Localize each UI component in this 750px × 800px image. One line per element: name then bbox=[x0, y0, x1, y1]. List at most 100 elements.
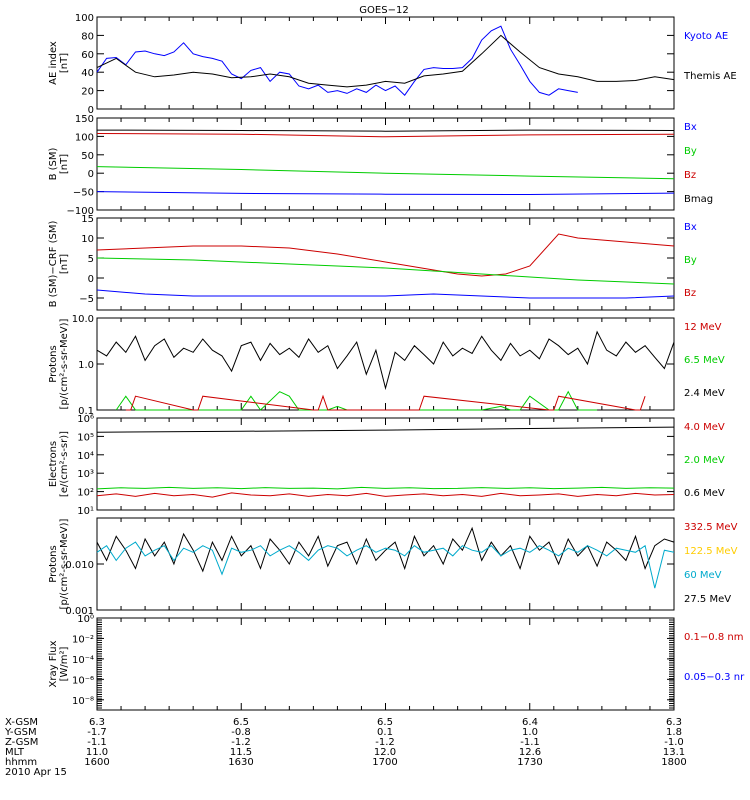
footer-ephemeris: X-GSM 6.3 6.5 6.5 6.4 6.3 Y-GSM -1.7 -0.8 0.1 1.0 1… bbox=[4, 717, 687, 768]
legend-entry: 6.5 MeV bbox=[684, 355, 725, 366]
footer-row-label: hhmm bbox=[5, 757, 37, 768]
series-line-by bbox=[96, 257, 675, 285]
y-tick-label: −100 bbox=[67, 206, 94, 217]
series-line-bx bbox=[96, 289, 675, 299]
footer-value: 6.3 bbox=[89, 717, 105, 728]
y-tick-label: 10¹ bbox=[77, 506, 94, 517]
footer-row-label: X-GSM bbox=[5, 717, 38, 728]
footer-value: -1.2 bbox=[375, 737, 395, 748]
series-line-12-mev bbox=[125, 394, 646, 411]
footer-value: 1730 bbox=[517, 757, 542, 768]
y-tick-label: 0.1 bbox=[78, 406, 94, 417]
y-axis-title-line: [p/(cm²-s-sr-MeV)] bbox=[59, 318, 70, 409]
footer-value: 12.0 bbox=[374, 747, 396, 758]
footer-row-label: Y-GSM bbox=[4, 727, 37, 738]
legend-entry: By bbox=[684, 146, 697, 157]
legend-entry: 2.0 MeV bbox=[684, 455, 725, 466]
footer-value: 6.3 bbox=[666, 717, 682, 728]
panel-frame bbox=[96, 16, 675, 110]
y-tick-label: 10⁴ bbox=[77, 451, 94, 462]
series-line-themis-ae bbox=[96, 34, 675, 88]
legend-entry: 0.6 MeV bbox=[684, 488, 725, 499]
footer-row-label: Z-GSM bbox=[5, 737, 38, 748]
footer-value: -0.8 bbox=[231, 727, 251, 738]
y-axis-title: Protons [p/(cm²-s-sr-MeV)] bbox=[48, 518, 70, 609]
y-axis-title-line: [W/m²] bbox=[59, 646, 70, 681]
y-tick-label: 40 bbox=[81, 68, 94, 79]
y-tick-label: 10⁻⁶ bbox=[72, 675, 94, 686]
footer-value: 6.5 bbox=[377, 717, 393, 728]
panel-7: 10⁻⁸ 10⁻⁶ 10⁻⁴ 10⁻² 10⁰ Xray Flux [W/m²] 0.1−0.… bbox=[48, 614, 745, 711]
footer-value: 12.6 bbox=[519, 747, 541, 758]
y-axis-title-line: [nT] bbox=[59, 254, 70, 274]
series-line-2-0-mev bbox=[96, 486, 675, 490]
y-axis-title-line: [p/(cm²-s-sr-MeV)] bbox=[59, 518, 70, 609]
series-line-by bbox=[96, 166, 675, 180]
y-tick-label: 10⁰ bbox=[77, 614, 94, 625]
y-tick-label: −5 bbox=[79, 294, 94, 305]
footer-value: 1.0 bbox=[522, 727, 538, 738]
y-axis-title-line: B (SM)−CRF (SM) bbox=[48, 220, 59, 307]
footer-value: 1630 bbox=[228, 757, 253, 768]
y-axis-title: Electrons [e/(cm²-s-sr)] bbox=[48, 431, 70, 497]
legend-entry: Themis AE bbox=[683, 71, 737, 82]
y-tick-label: 10⁶ bbox=[77, 414, 94, 425]
y-axis-title: Protons [p/(cm²-s-sr-MeV)] bbox=[48, 318, 70, 409]
series-line-bmag bbox=[96, 129, 675, 132]
y-tick-label: 10⁵ bbox=[77, 432, 94, 443]
y-tick-label: 0 bbox=[88, 169, 94, 180]
footer-value: -1.7 bbox=[87, 727, 107, 738]
y-tick-label: 10⁻² bbox=[72, 634, 94, 645]
footer-value: 13.1 bbox=[663, 747, 685, 758]
y-tick-label: 20 bbox=[81, 87, 94, 98]
legend-entry: 0.05−0.3 nr bbox=[684, 672, 745, 683]
y-axis-title-line: [e/(cm²-s-sr)] bbox=[59, 431, 70, 497]
y-axis-title-line: B (SM) bbox=[48, 147, 59, 180]
y-axis-title-line: Protons bbox=[48, 345, 59, 382]
y-axis-title-line: Electrons bbox=[48, 441, 59, 487]
footer-value: -1.1 bbox=[520, 737, 540, 748]
footer-value: 1.8 bbox=[666, 727, 682, 738]
legend-entry: Bmag bbox=[684, 194, 713, 205]
y-axis-title-line: Protons bbox=[48, 545, 59, 582]
footer-value: -1.1 bbox=[87, 737, 107, 748]
y-tick-label: 150 bbox=[75, 114, 94, 125]
footer-value: 1600 bbox=[84, 757, 109, 768]
plot-title: GOES−12 bbox=[359, 5, 408, 16]
legend-entry: 2.4 MeV bbox=[684, 388, 725, 399]
legend-entry: 12 MeV bbox=[684, 322, 722, 333]
y-axis-title: B (SM)−CRF (SM) [nT] bbox=[48, 220, 70, 307]
footer-value: 11.0 bbox=[86, 747, 108, 758]
panel-frame bbox=[96, 517, 675, 611]
panel-1: 0 20 40 60 80 100 AE index [nT] Kyoto AE Themis A… bbox=[48, 13, 737, 116]
y-tick-label: 80 bbox=[81, 31, 94, 42]
y-axis-title-line: Xray Flux bbox=[48, 640, 59, 687]
legend-entry: 27.5 MeV bbox=[684, 594, 731, 605]
legend-entry: 332.5 MeV bbox=[684, 522, 738, 533]
legend-entry: Bx bbox=[684, 122, 697, 133]
series-line-kyoto-ae bbox=[96, 25, 578, 96]
footer-value: -1.0 bbox=[664, 737, 684, 748]
footer-value: -1.2 bbox=[231, 737, 251, 748]
y-tick-label: 10.0 bbox=[72, 314, 94, 325]
footer-value: 1800 bbox=[661, 757, 686, 768]
y-tick-label: 5 bbox=[88, 254, 94, 265]
y-tick-label: 0 bbox=[88, 105, 94, 116]
footer-date: 2010 Apr 15 bbox=[5, 767, 67, 778]
y-axis-title-line: [nT] bbox=[59, 154, 70, 174]
y-tick-label: 10⁻⁸ bbox=[72, 696, 94, 707]
panel-2: −100 −50 0 50 100 150 B (SM) [nT] Bx By Bz Bmag bbox=[48, 114, 713, 217]
legend-entry: Bx bbox=[684, 222, 697, 233]
legend-entry: By bbox=[684, 255, 697, 266]
legend-entry: 122.5 MeV bbox=[684, 546, 738, 557]
y-axis-title-line: [nT] bbox=[59, 53, 70, 73]
legend-entry: 60 MeV bbox=[684, 570, 722, 581]
y-tick-label: −50 bbox=[73, 188, 94, 199]
y-tick-label: 100 bbox=[75, 132, 94, 143]
legend-entry: Bz bbox=[684, 170, 696, 181]
series-line-bz bbox=[96, 133, 675, 138]
y-axis-title: Xray Flux [W/m²] bbox=[48, 640, 70, 687]
